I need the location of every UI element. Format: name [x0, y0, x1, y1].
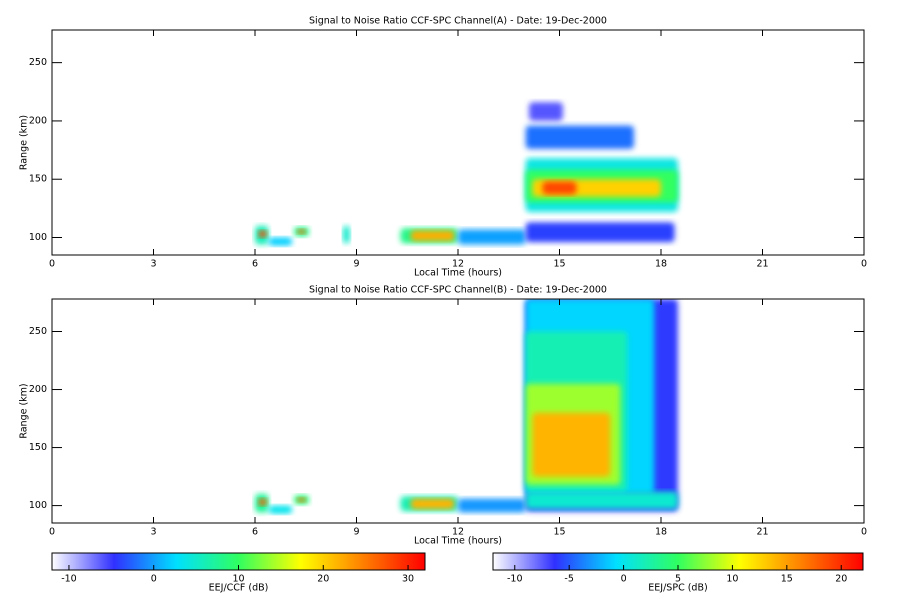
heatmap-cell [542, 181, 577, 195]
colorbar-label: EEJ/SPC (dB) [648, 583, 707, 594]
heatmap-cell [458, 229, 526, 245]
heatmap-cell [525, 125, 634, 149]
colorbar-tick-label: 20 [317, 574, 329, 585]
x-tick-label: 6 [252, 527, 258, 538]
chart-title: Signal to Noise Ratio CCF-SPC Channel(A)… [309, 16, 607, 27]
heatmap-cell [258, 498, 267, 506]
heatmap-cell [342, 225, 350, 244]
y-tick-label: 100 [29, 232, 47, 243]
colorbar-tick-label: 0 [621, 574, 627, 585]
heatmap-layer [255, 299, 678, 514]
x-axis-label: Local Time (hours) [414, 536, 502, 547]
x-tick-label: 0 [861, 259, 867, 270]
heatmap-cell [458, 498, 526, 513]
chart-title: Signal to Noise Ratio CCF-SPC Channel(B)… [309, 285, 607, 296]
y-tick-label: 150 [29, 174, 47, 185]
x-tick-label: 0 [49, 259, 55, 270]
colorbar-tick-label: 15 [781, 574, 793, 585]
x-tick-label: 3 [150, 259, 156, 270]
y-tick-label: 100 [29, 500, 47, 511]
heatmap-cell [410, 498, 455, 510]
y-axis-label: Range (km) [19, 383, 30, 438]
y-tick-label: 200 [29, 115, 47, 126]
heatmap-cell [525, 222, 675, 243]
colorbar-label: EEJ/CCF (dB) [209, 583, 269, 594]
heatmap-cell [529, 102, 563, 121]
heatmap-cell [525, 491, 678, 510]
heatmap-cell [410, 230, 455, 242]
colorbar-tick-label: 10 [726, 574, 738, 585]
y-tick-label: 150 [29, 442, 47, 453]
x-tick-label: 18 [655, 527, 667, 538]
heatmap-cell [297, 497, 306, 503]
x-tick-label: 15 [553, 259, 565, 270]
colorbar-tick-label: 10 [232, 574, 244, 585]
x-tick-label: 21 [756, 527, 768, 538]
x-tick-label: 9 [353, 259, 359, 270]
y-tick-label: 250 [29, 57, 47, 68]
x-axis-label: Local Time (hours) [414, 268, 502, 279]
y-tick-label: 250 [29, 326, 47, 337]
x-tick-label: 9 [353, 527, 359, 538]
plot-frame [51, 29, 865, 256]
x-tick-label: 0 [861, 527, 867, 538]
plot-frame [51, 298, 865, 524]
colorbar-tick-label: 20 [835, 574, 847, 585]
x-tick-label: 12 [452, 259, 464, 270]
colorbar-tick-label: -10 [61, 574, 77, 585]
colorbar-tick-label: -5 [564, 574, 573, 585]
x-tick-label: 12 [452, 527, 464, 538]
x-tick-label: 15 [553, 527, 565, 538]
heatmap-cell [532, 412, 611, 477]
x-tick-label: 21 [756, 259, 768, 270]
x-tick-label: 0 [49, 527, 55, 538]
heatmap-cell [297, 229, 306, 235]
heatmap-layer [255, 102, 678, 246]
colorbar-tick-label: 30 [402, 574, 414, 585]
colorbar-tick-label: 5 [675, 574, 681, 585]
x-tick-label: 18 [655, 259, 667, 270]
y-tick-label: 200 [29, 384, 47, 395]
x-tick-label: 3 [150, 527, 156, 538]
y-axis-label: Range (km) [19, 115, 30, 170]
colorbar-tick-label: -10 [507, 574, 523, 585]
colorbar-tick-label: 0 [151, 574, 157, 585]
heatmap-cell [268, 505, 293, 514]
heatmap-cell [258, 230, 267, 238]
heatmap-cell [268, 237, 293, 246]
x-tick-label: 6 [252, 259, 258, 270]
